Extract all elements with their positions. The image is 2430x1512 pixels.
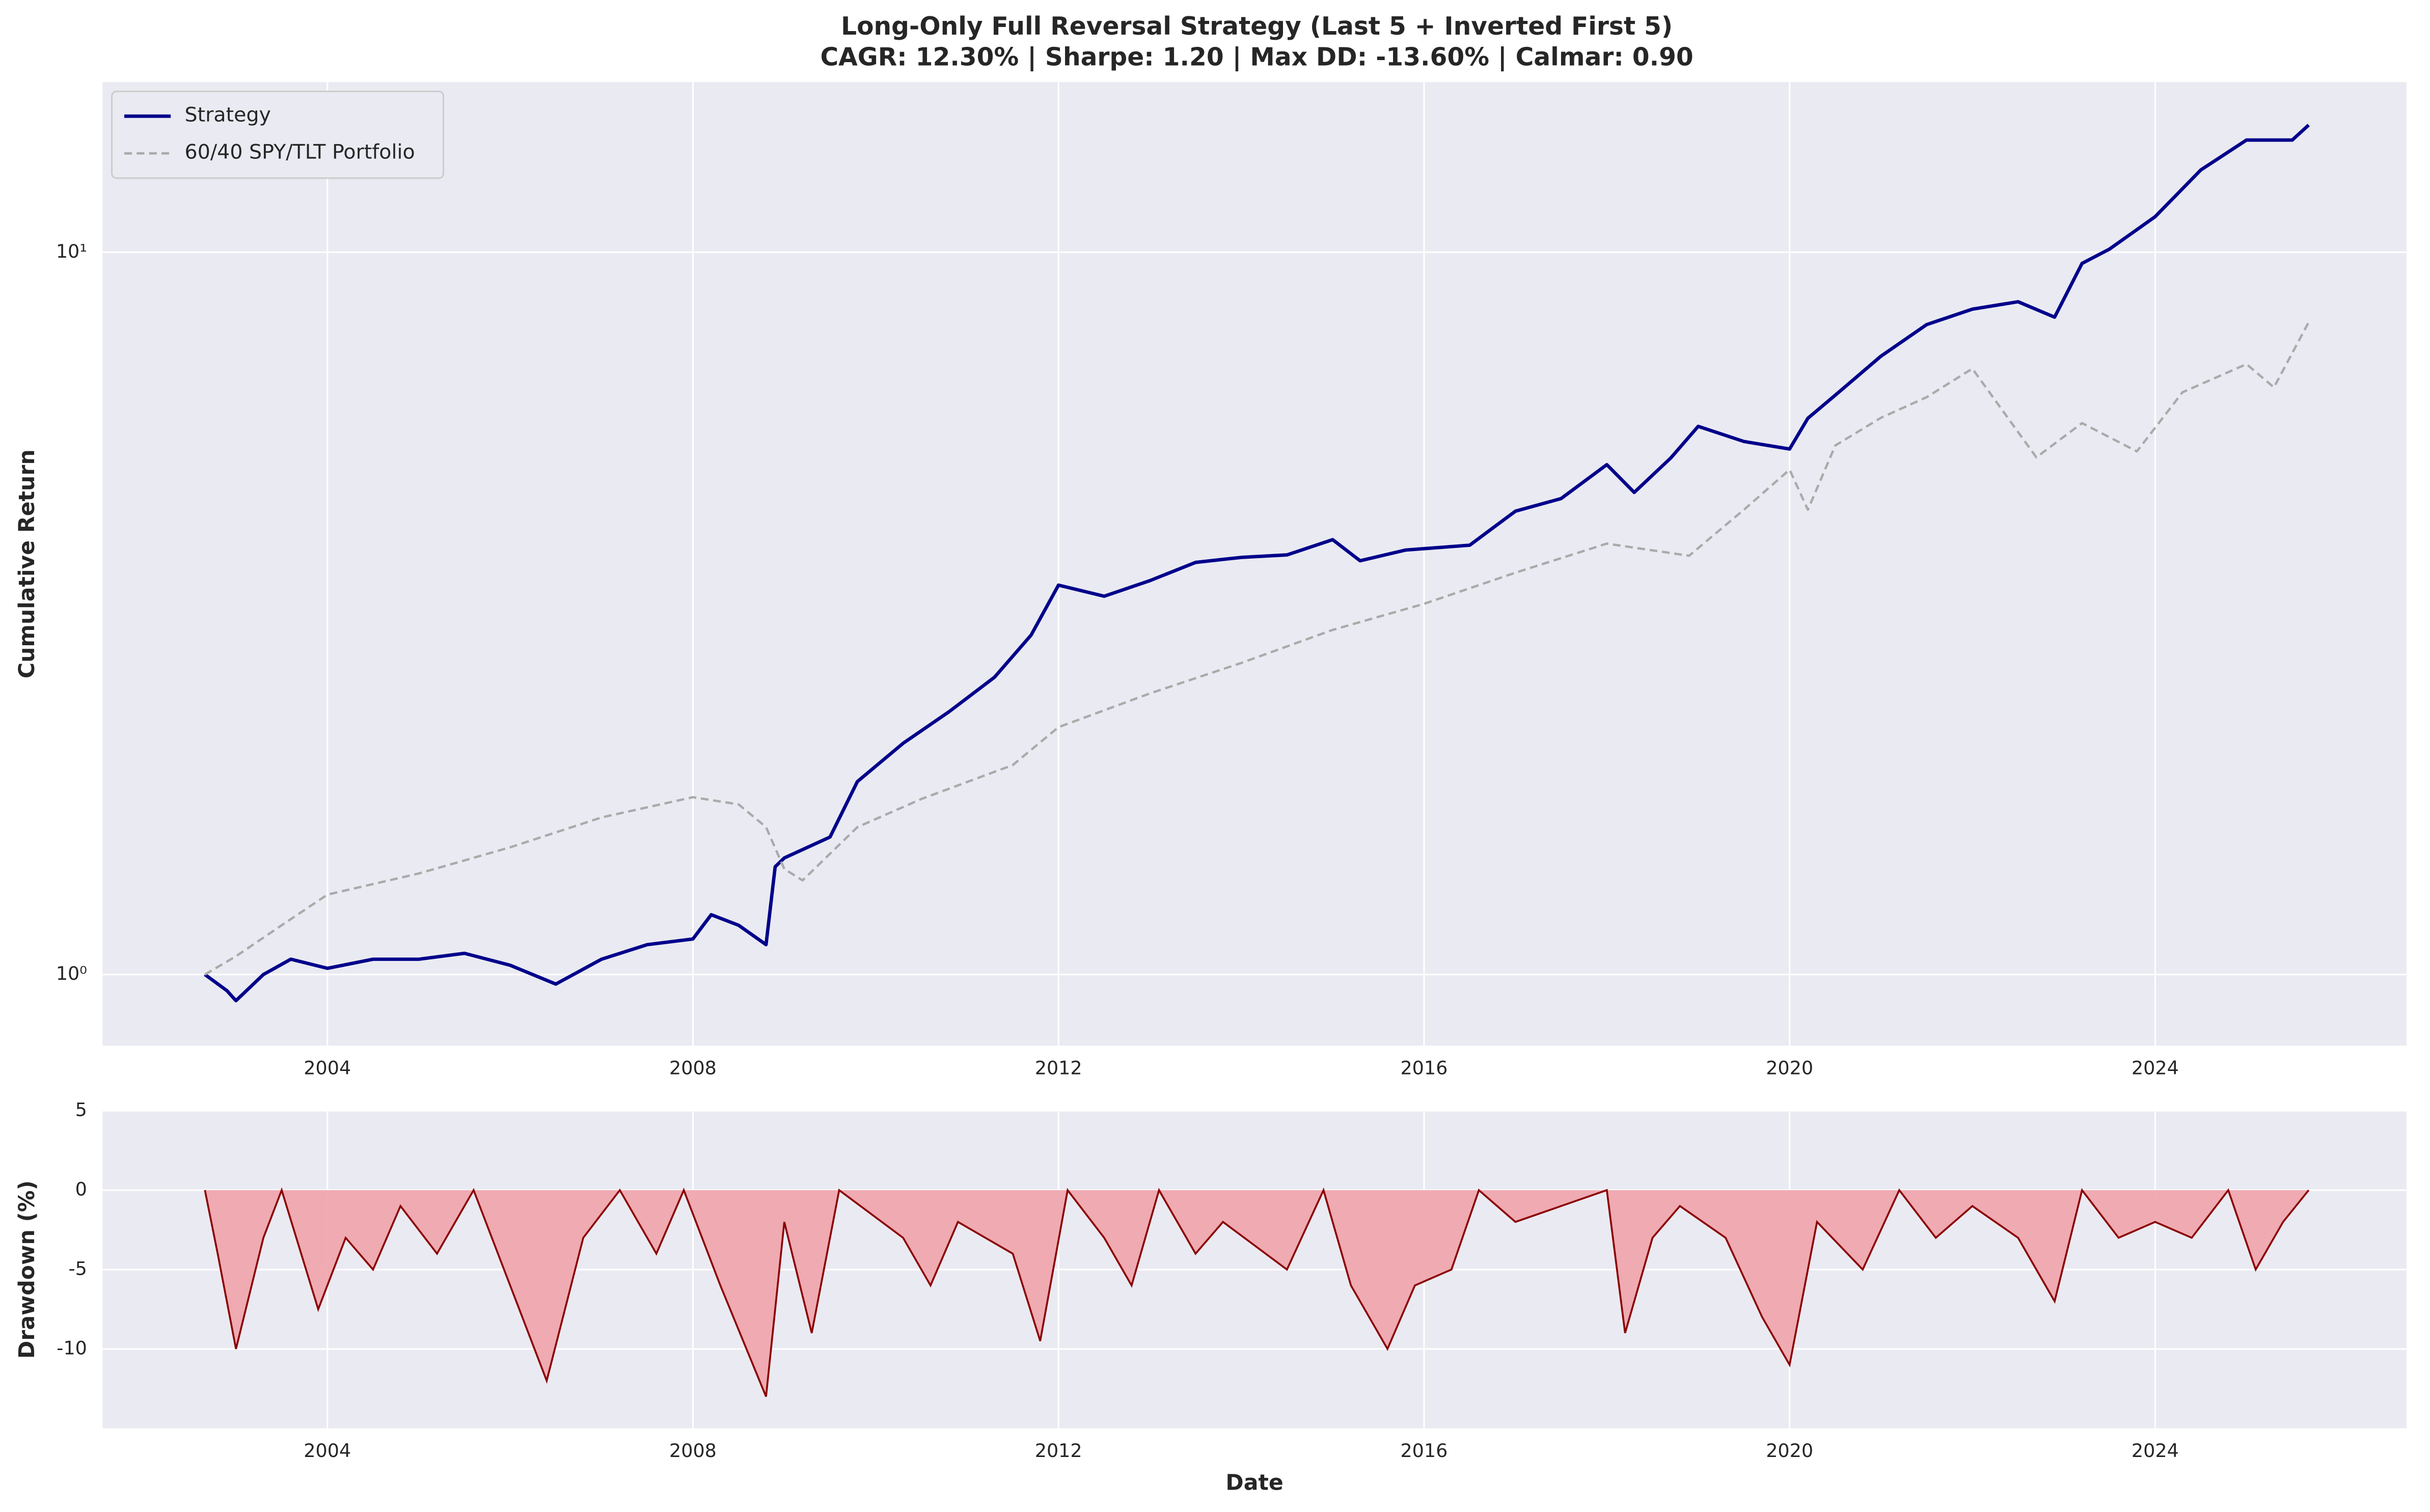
legend-label: 60/40 SPY/TLT Portfolio [185,141,415,164]
plot-area [102,82,2407,1046]
legend-box [111,90,445,179]
y-tick-label: 10⁰ [56,963,87,984]
chart-subtitle: CAGR: 12.30% | Sharpe: 1.20 | Max DD: -1… [820,43,1693,72]
legend-label: Strategy [185,103,271,127]
x-tick-label: 2016 [1400,1057,1448,1079]
x-tick-label: 2016 [1400,1440,1448,1462]
y-axis-label: Cumulative Return [14,449,40,678]
y-tick-label: -10 [57,1337,87,1359]
x-axis-label: Date [1225,1470,1283,1496]
x-tick-label: 2008 [669,1440,717,1462]
x-tick-label: 2004 [304,1057,351,1079]
series-line [204,124,2310,1003]
series-line [204,321,2310,976]
drawdown-area [205,1190,2309,1397]
x-tick-label: 2024 [2132,1440,2179,1462]
x-tick-label: 2020 [1766,1057,1813,1079]
y-tick-label: 5 [75,1099,87,1121]
y-tick-label: 10¹ [56,240,87,262]
x-tick-label: 2012 [1035,1440,1082,1462]
x-tick-label: 2008 [669,1057,717,1079]
x-tick-label: 2024 [2132,1057,2179,1079]
x-tick-label: 2004 [304,1440,351,1462]
x-tick-label: 2020 [1766,1440,1813,1462]
chart-title: Long-Only Full Reversal Strategy (Last 5… [841,12,1673,41]
y-tick-label: -5 [69,1257,87,1279]
y-axis-label: Drawdown (%) [14,1180,40,1359]
y-tick-label: 0 [75,1178,87,1200]
x-tick-label: 2012 [1035,1057,1082,1079]
drawdown-line [204,1187,2310,1397]
